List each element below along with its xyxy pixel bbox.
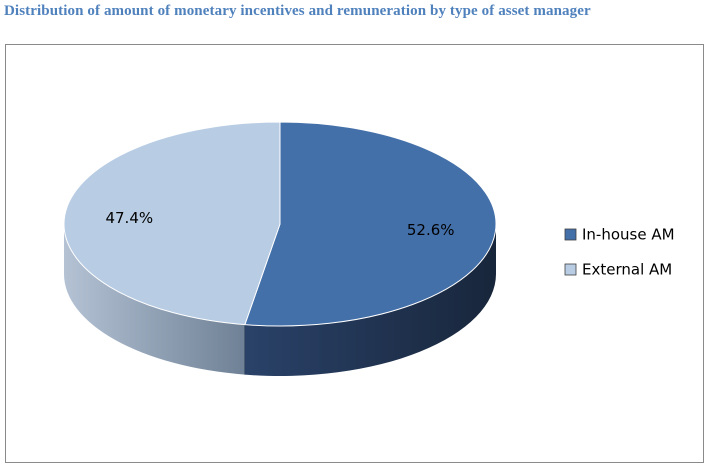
legend-swatch-external: [564, 263, 577, 276]
legend: In-house AM External AM: [564, 226, 675, 279]
pie-sides: [64, 224, 496, 377]
pie-tops: [63, 121, 497, 327]
data-label-external-am: 47.4%: [105, 209, 153, 227]
chart-title: Distribution of amount of monetary incen…: [4, 3, 591, 19]
pie-side-in-house-am: [244, 224, 496, 377]
legend-swatch-in-house: [564, 228, 577, 241]
legend-label-external: External AM: [582, 261, 672, 279]
pie-slice-in-house-am: [244, 121, 497, 327]
pie-side-external-am: [64, 224, 245, 375]
legend-label-in-house: In-house AM: [582, 226, 675, 244]
pie-labels: 52.6% 47.4%: [105, 209, 454, 239]
data-label-in-house-am: 52.6%: [407, 221, 455, 239]
pie-slice-external-am: [63, 121, 281, 326]
